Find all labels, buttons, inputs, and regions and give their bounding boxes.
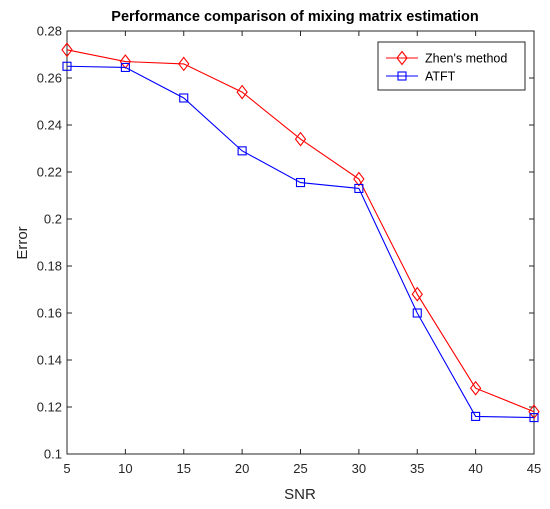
legend-marker xyxy=(397,71,407,81)
data-point xyxy=(120,62,130,72)
data-point xyxy=(178,56,190,72)
y-tick-label: 0.26 xyxy=(37,71,62,86)
y-tick-label: 0.1 xyxy=(44,447,62,462)
data-point xyxy=(353,171,365,187)
series-line xyxy=(66,65,535,419)
data-point xyxy=(237,146,247,156)
x-tick-label: 40 xyxy=(468,461,482,476)
legend: Zhen's method ATFT xyxy=(377,41,526,91)
legend-label: Zhen's method xyxy=(425,52,507,66)
y-tick-label: 0.2 xyxy=(44,212,62,227)
legend-marker xyxy=(396,50,408,66)
y-tick-label: 0.12 xyxy=(37,400,62,415)
y-tick-label: 0.24 xyxy=(37,118,62,133)
data-point xyxy=(411,286,423,302)
y-tick-label: 0.18 xyxy=(37,259,62,274)
data-point xyxy=(528,404,540,420)
data-point xyxy=(179,93,189,103)
data-point xyxy=(469,380,482,396)
y-axis: 0.1 0.12 0.14 0.16 0.18 0.2 0.22 0.24 0.26 0.28 xyxy=(37,24,534,462)
x-tick-label: 30 xyxy=(352,461,366,476)
chart-title: Performance comparison of mixing matrix … xyxy=(111,9,478,25)
series-layer xyxy=(61,42,540,423)
data-point xyxy=(471,411,481,421)
data-point xyxy=(236,84,248,100)
x-tick-label: 15 xyxy=(177,461,191,476)
y-tick-label: 0.16 xyxy=(37,306,62,321)
x-tick-label: 5 xyxy=(63,461,70,476)
data-point xyxy=(119,54,132,69)
y-tick-label: 0.22 xyxy=(37,165,62,180)
y-axis-label: Error xyxy=(14,226,31,259)
data-point xyxy=(412,308,422,318)
y-tick-label: 0.14 xyxy=(37,353,62,368)
series-line xyxy=(66,49,535,413)
legend-label: ATFT xyxy=(425,70,456,84)
plot-area xyxy=(66,30,535,455)
data-point xyxy=(62,61,72,71)
legend-box xyxy=(377,41,526,91)
x-tick-label: 45 xyxy=(527,461,541,476)
x-tick-label: 25 xyxy=(293,461,307,476)
x-axis: 5 10 15 20 25 30 35 40 45 xyxy=(63,31,541,476)
y-tick-label: 0.28 xyxy=(37,24,62,39)
series-0 xyxy=(61,42,540,420)
data-point xyxy=(354,183,364,193)
x-tick-label: 10 xyxy=(118,461,132,476)
data-point xyxy=(294,131,307,147)
data-point xyxy=(61,42,73,58)
data-point xyxy=(529,413,539,423)
x-tick-label: 35 xyxy=(410,461,424,476)
x-tick-label: 20 xyxy=(235,461,249,476)
series-1 xyxy=(62,61,539,423)
x-axis-label: SNR xyxy=(284,486,316,503)
data-point xyxy=(295,178,306,188)
